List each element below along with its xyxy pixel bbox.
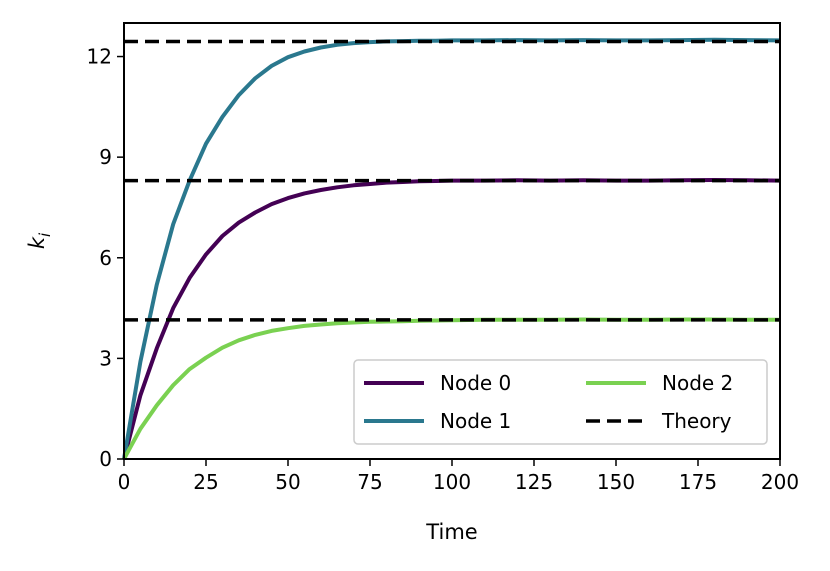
legend-box — [353, 359, 768, 445]
legend: Node 0 Node 2 Node 1 Theory — [353, 359, 768, 445]
x-tick-label: 100 — [433, 470, 471, 494]
x-tick-label: 0 — [118, 470, 131, 494]
y-tick-label: 0 — [99, 447, 112, 471]
x-tick-label: 150 — [597, 470, 635, 494]
y-tick-label: 3 — [99, 346, 112, 370]
y-axis: 0 3 6 9 12 — [87, 45, 124, 471]
legend-label-node-2: Node 2 — [662, 371, 733, 395]
legend-label-theory: Theory — [661, 409, 732, 433]
legend-label-node-1: Node 1 — [440, 409, 511, 433]
y-axis-label-base: k — [25, 236, 49, 249]
y-axis-label: ki — [25, 232, 54, 249]
legend-label-node-0: Node 0 — [440, 371, 511, 395]
x-tick-label: 200 — [761, 470, 799, 494]
x-tick-label: 125 — [515, 470, 553, 494]
x-tick-label: 50 — [275, 470, 300, 494]
x-tick-label: 175 — [679, 470, 717, 494]
x-tick-label: 75 — [357, 470, 382, 494]
x-axis-label: Time — [425, 520, 477, 544]
y-tick-label: 12 — [87, 45, 112, 69]
y-tick-label: 6 — [99, 246, 112, 270]
theory-lines — [124, 39, 780, 322]
x-axis: 0 25 50 75 100 125 150 175 200 — [118, 459, 799, 494]
y-axis-label-subscript: i — [36, 232, 54, 237]
x-tick-label: 25 — [193, 470, 218, 494]
y-tick-label: 9 — [99, 145, 112, 169]
